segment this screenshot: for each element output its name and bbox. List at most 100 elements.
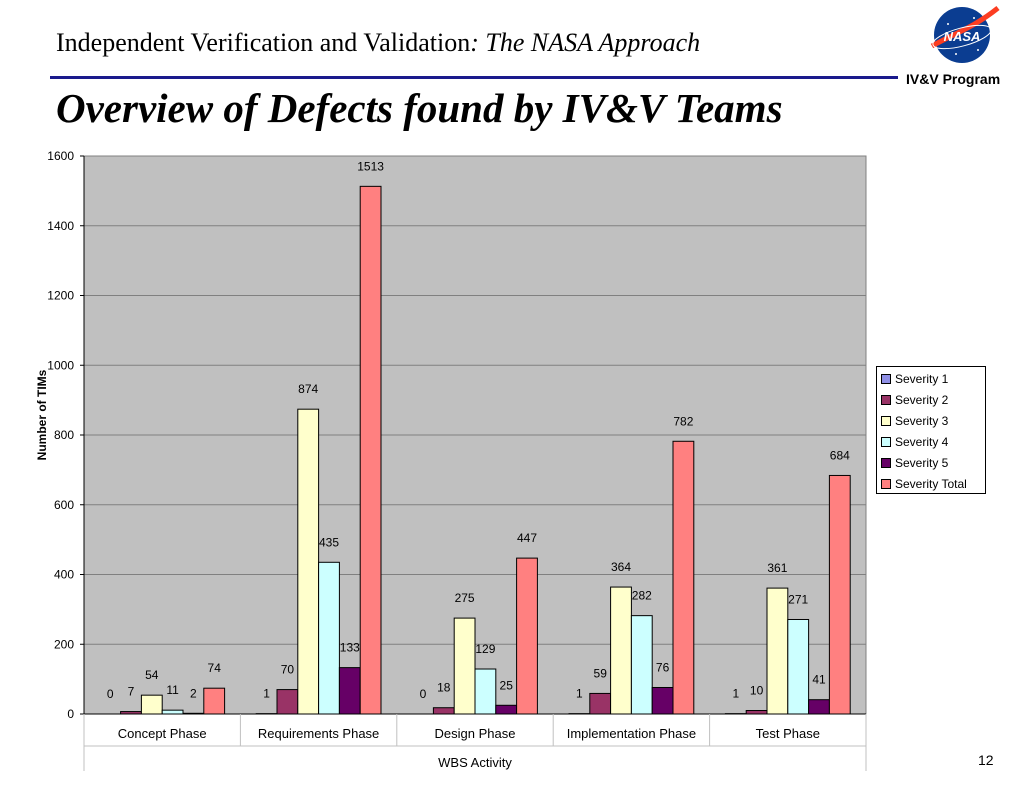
- y-tick-label: 0: [67, 707, 74, 721]
- bar: [589, 692, 612, 715]
- legend-label: Severity Total: [895, 477, 967, 491]
- y-tick-label: 1000: [47, 358, 74, 372]
- data-label: 1513: [357, 159, 384, 173]
- data-label: 282: [632, 589, 652, 603]
- data-label: 275: [455, 591, 475, 605]
- data-label: 74: [208, 661, 222, 675]
- bar: [182, 712, 205, 715]
- data-label: 129: [475, 642, 495, 656]
- data-label: 447: [517, 531, 537, 545]
- x-axis-label: WBS Activity: [438, 755, 512, 770]
- bar: [318, 561, 340, 715]
- y-tick-label: 1600: [47, 149, 74, 163]
- x-tick-label: Concept Phase: [118, 726, 207, 741]
- page-number: 12: [978, 752, 994, 768]
- data-label: 70: [281, 663, 295, 677]
- x-tick-label: Requirements Phase: [258, 726, 379, 741]
- legend-label: Severity 4: [895, 435, 949, 449]
- bar: [203, 687, 226, 715]
- data-label: 364: [611, 560, 631, 574]
- data-label: 10: [750, 684, 764, 698]
- bar: [161, 709, 184, 715]
- bar: [516, 557, 538, 715]
- bar: [140, 694, 163, 715]
- bar: [745, 710, 768, 715]
- data-label: 0: [107, 687, 114, 701]
- y-tick-label: 1200: [47, 289, 74, 303]
- data-label: 1: [263, 687, 270, 701]
- data-label: 874: [298, 382, 318, 396]
- legend-item: Severity 1: [881, 371, 948, 387]
- bar: [672, 440, 695, 715]
- data-label: 1: [576, 687, 583, 701]
- header-title-italic: : The NASA Approach: [470, 28, 701, 57]
- header-divider: [50, 76, 898, 79]
- x-tick-label: Design Phase: [435, 726, 516, 741]
- program-label: IV&V Program: [906, 71, 1001, 87]
- y-tick-label: 600: [54, 498, 74, 512]
- slide-title: Overview of Defects found by IV&V Teams: [56, 85, 783, 131]
- header-title-plain: Independent Verification and Validation: [56, 28, 471, 57]
- y-axis-label: Number of TIMs: [35, 369, 49, 460]
- bar: [120, 711, 142, 715]
- nasa-logo-text: NASA: [944, 29, 981, 44]
- y-tick-label: 800: [54, 428, 74, 442]
- legend-swatch: [881, 374, 891, 384]
- data-label: 782: [673, 414, 693, 428]
- data-label: 41: [812, 673, 826, 687]
- data-label: 18: [437, 681, 451, 695]
- bar: [766, 587, 789, 715]
- bar: [432, 707, 455, 715]
- data-label: 133: [340, 641, 360, 655]
- y-tick-label: 1400: [47, 219, 74, 233]
- header-title: Independent Verification and Validation:…: [56, 28, 700, 58]
- legend-swatch: [881, 437, 891, 447]
- bar: [610, 586, 632, 715]
- bar: [787, 618, 810, 715]
- data-label: 0: [420, 687, 427, 701]
- legend-item: Severity 2: [881, 392, 948, 408]
- legend-label: Severity 1: [895, 372, 949, 386]
- legend-swatch: [881, 416, 891, 426]
- bar: [808, 699, 830, 715]
- legend-label: Severity 2: [895, 393, 949, 407]
- bar: [453, 617, 476, 715]
- legend-label: Severity 5: [895, 456, 949, 470]
- bar: [828, 474, 851, 715]
- x-tick-label: Implementation Phase: [567, 726, 696, 741]
- legend-item: Severity 3: [881, 413, 948, 429]
- bar: [338, 667, 361, 715]
- data-label: 684: [830, 448, 850, 462]
- legend-swatch: [881, 479, 891, 489]
- bar: [651, 686, 674, 715]
- legend-label: Severity 3: [895, 414, 949, 428]
- legend-item: Severity 4: [881, 434, 948, 450]
- data-label: 59: [594, 666, 608, 680]
- legend-swatch: [881, 395, 891, 405]
- data-label: 76: [656, 660, 670, 674]
- y-tick-label: 200: [54, 637, 74, 651]
- bar: [359, 185, 382, 715]
- bar: [276, 689, 299, 715]
- data-label: 2: [190, 686, 197, 700]
- chart-legend: Severity 1 Severity 2 Severity 3 Severity 4…: [876, 366, 986, 494]
- bar: [630, 615, 653, 715]
- data-label: 25: [500, 678, 514, 692]
- legend-item: Severity Total: [881, 476, 967, 492]
- data-label: 54: [145, 668, 159, 682]
- data-label: 361: [767, 561, 787, 575]
- x-tick-label: Test Phase: [756, 726, 820, 741]
- legend-swatch: [881, 458, 891, 468]
- data-label: 7: [128, 685, 135, 699]
- bar: [474, 668, 497, 715]
- data-label: 1: [732, 687, 739, 701]
- legend-item: Severity 5: [881, 455, 948, 471]
- bar: [297, 408, 320, 715]
- data-label: 11: [166, 683, 179, 697]
- data-label: 435: [319, 535, 339, 549]
- nasa-logo: NASA: [928, 4, 1000, 66]
- y-tick-label: 400: [54, 568, 74, 582]
- bar: [495, 704, 518, 715]
- data-label: 271: [788, 592, 808, 606]
